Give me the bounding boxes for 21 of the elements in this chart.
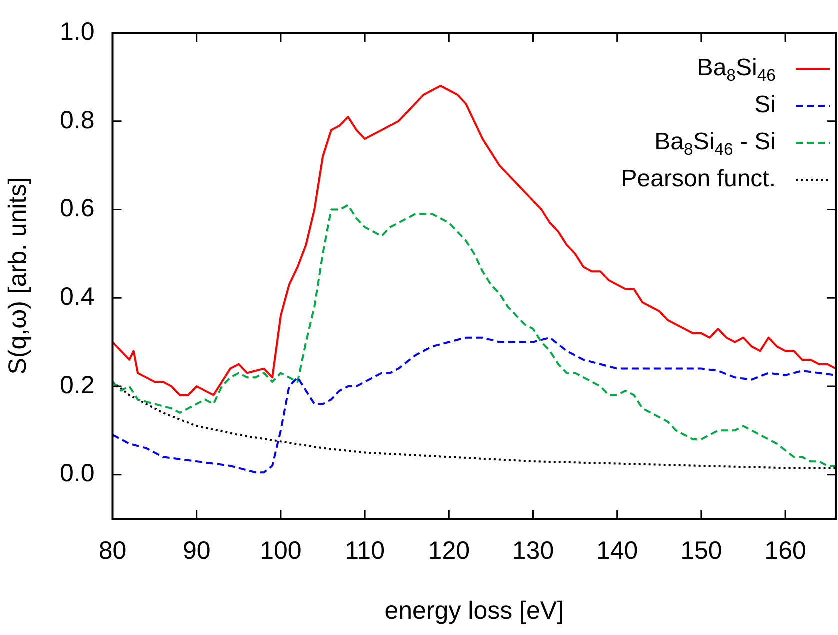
x-tick-label: 150	[680, 536, 722, 565]
x-axis-title: energy loss [eV]	[384, 596, 564, 625]
y-tick-label: 0.8	[60, 106, 95, 134]
y-axis-title: S(q,ω) [arb. units]	[4, 177, 32, 375]
x-tick-label: 140	[596, 536, 638, 565]
line-series	[112, 336, 836, 474]
y-tick-label: 1.0	[60, 18, 95, 46]
x-tick-label: 100	[260, 536, 302, 565]
y-tick-label: 0.2	[60, 371, 95, 400]
y-tick-label: 0.4	[60, 282, 95, 311]
legend-label: Pearson funct.	[621, 166, 776, 193]
line-series	[112, 204, 836, 467]
x-tick-label: 130	[512, 536, 554, 565]
y-tick-label: 0.0	[60, 460, 95, 488]
y-tick-label: 0.6	[60, 194, 95, 223]
legend-label: Si	[754, 92, 776, 119]
x-tick-label: 120	[428, 536, 470, 565]
x-tick-label: 160	[764, 536, 806, 565]
x-tick-label: 90	[182, 536, 211, 565]
x-tick-label: 80	[98, 536, 127, 565]
x-tick-label: 110	[345, 536, 385, 565]
